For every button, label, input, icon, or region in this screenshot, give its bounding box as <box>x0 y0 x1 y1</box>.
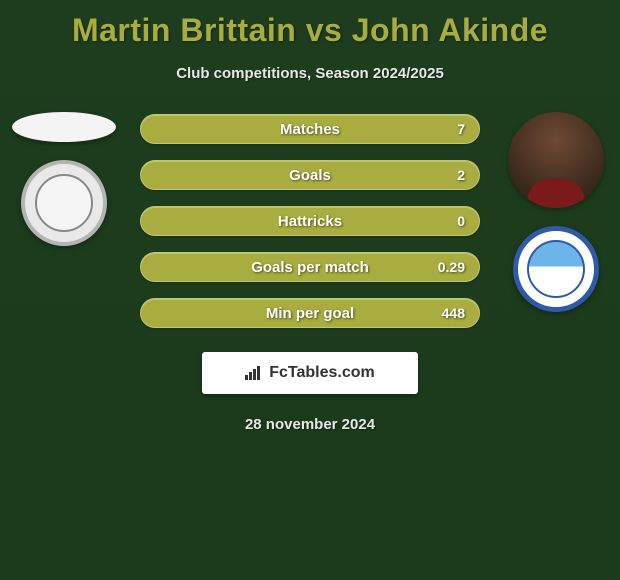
right-player-avatar <box>508 112 604 208</box>
comparison-panel: Matches 7 Goals 2 Hattricks 0 Goals per … <box>0 112 620 433</box>
right-player-column <box>500 112 612 312</box>
stat-label: Matches <box>141 115 479 143</box>
stat-value-right: 0.29 <box>438 253 465 281</box>
stat-label: Goals <box>141 161 479 189</box>
left-player-avatar <box>12 112 116 142</box>
right-club-crest <box>513 226 599 312</box>
crest-placeholder-icon <box>527 240 585 298</box>
stat-value-right: 448 <box>442 299 465 327</box>
stat-label: Goals per match <box>141 253 479 281</box>
subtitle: Club competitions, Season 2024/2025 <box>0 65 620 82</box>
stat-bars: Matches 7 Goals 2 Hattricks 0 Goals per … <box>140 112 480 328</box>
left-club-crest <box>21 160 107 246</box>
crest-placeholder-icon <box>35 174 93 232</box>
stat-label: Min per goal <box>141 299 479 327</box>
page-title: Martin Brittain vs John Akinde <box>0 0 620 49</box>
stat-label: Hattricks <box>141 207 479 235</box>
left-player-column <box>8 112 120 246</box>
stat-row-hattricks: Hattricks 0 <box>140 206 480 236</box>
stat-row-min-per-goal: Min per goal 448 <box>140 298 480 328</box>
footer-brand-card[interactable]: FcTables.com <box>202 352 418 394</box>
bar-chart-icon <box>245 366 263 380</box>
stat-row-goals: Goals 2 <box>140 160 480 190</box>
stat-value-right: 0 <box>457 207 465 235</box>
stat-value-right: 7 <box>457 115 465 143</box>
footer-brand-text: FcTables.com <box>269 364 375 382</box>
stat-value-right: 2 <box>457 161 465 189</box>
stat-row-matches: Matches 7 <box>140 114 480 144</box>
date-label: 28 november 2024 <box>0 416 620 433</box>
stat-row-goals-per-match: Goals per match 0.29 <box>140 252 480 282</box>
